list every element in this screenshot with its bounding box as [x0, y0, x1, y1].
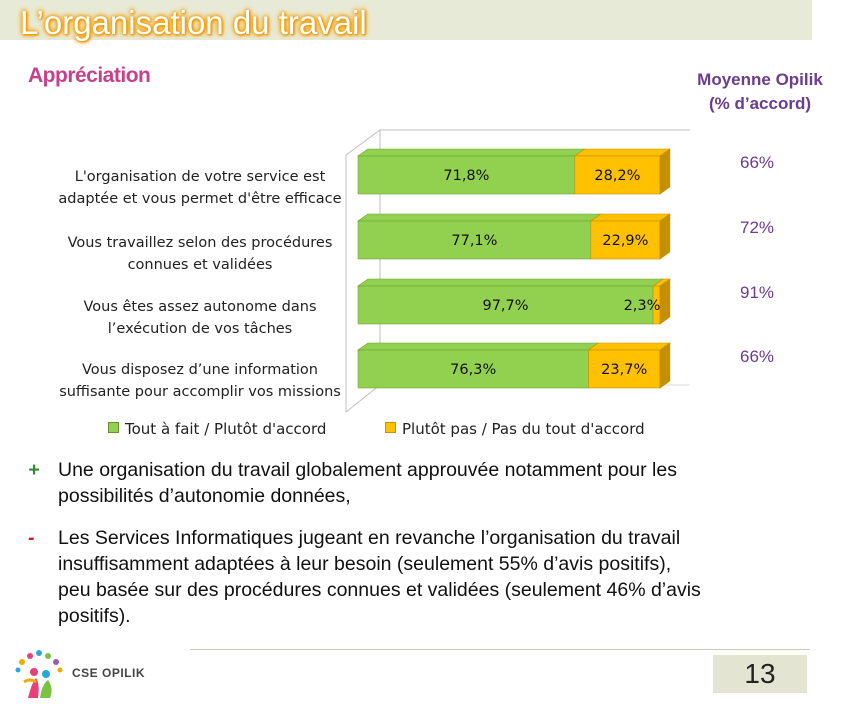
stacked-bar-chart: 71,8% 28,2% 77,1% 22,9% 97,7% 2,3% 76,3% 23,7%: [345, 129, 690, 413]
moyenne-header-line2: (% d’accord): [708, 94, 812, 113]
moyenne-header: Moyenne Opilik (% d’accord): [680, 68, 840, 116]
page-number: 13: [713, 655, 807, 693]
bar-segment: [574, 155, 661, 195]
category-label-line: L'organisation de votre service est: [74, 169, 326, 185]
category-label: Vous êtes assez autonome dans l’exécutio…: [55, 296, 345, 340]
category-label: Vous disposez d’une information suffisan…: [55, 359, 345, 403]
chart-side-wall: [345, 384, 381, 413]
bullet-text: Les Services Informatiques jugeant en re…: [58, 525, 858, 629]
bar-top-face: [587, 342, 671, 351]
moyenne-value: 91%: [739, 283, 775, 302]
logo-figure-icon: [15, 650, 63, 698]
bullet-line: positifs).: [58, 605, 131, 627]
legend-label: Plutôt pas / Pas du tout d'accord: [402, 420, 645, 438]
bar-side-face: [659, 342, 671, 389]
moyenne-value: 66%: [739, 153, 775, 172]
data-label: 77,1%: [451, 233, 497, 249]
title-band: [0, 0, 812, 40]
footer-divider: [190, 649, 810, 650]
category-label-line: Vous disposez d’une information: [82, 362, 318, 378]
category-label-line: connues et validées: [127, 257, 273, 273]
data-label: 97,7%: [482, 298, 528, 314]
bar-segment: [357, 220, 592, 260]
category-label-line: adaptée et vous permet d'être efficace: [58, 191, 342, 207]
bar-top-face: [573, 148, 671, 157]
bar-top-face: [357, 148, 586, 157]
cse-opilik-logo: CSE OPILIK: [10, 648, 170, 703]
data-label: 76,3%: [450, 362, 496, 378]
bullet-line: peu basée sur des procédures connues et …: [58, 579, 701, 601]
minus-icon: -: [28, 527, 35, 549]
legend-item: Tout à fait / Plutôt d'accord: [108, 420, 326, 438]
moyenne-value: 66%: [739, 347, 775, 366]
category-label-line: suffisante pour accomplir vos missions: [59, 384, 341, 400]
logo-text: CSE OPILIK: [72, 666, 146, 680]
bar-side-face: [659, 278, 671, 325]
data-label: 2,3%: [624, 298, 661, 314]
moyenne-header-line1: Moyenne Opilik: [697, 70, 823, 89]
bullet-line: Les Services Informatiques jugeant en re…: [58, 527, 681, 549]
category-label-line: Vous travaillez selon des procédures: [67, 235, 333, 251]
bar-side-face: [659, 213, 671, 260]
data-label: 22,9%: [602, 233, 648, 249]
bar-segment: [357, 155, 576, 195]
bullet-line: Une organisation du travail globalement …: [58, 459, 677, 481]
bar-top-face: [357, 278, 664, 287]
category-label-line: Vous êtes assez autonome dans: [83, 299, 317, 315]
bullet-text: Une organisation du travail globalement …: [58, 457, 858, 509]
page-title: L’organisation du travail: [20, 4, 367, 41]
category-label: Vous travaillez selon des procédures con…: [55, 232, 345, 276]
plus-icon: +: [28, 459, 40, 481]
category-label: L'organisation de votre service est adap…: [55, 166, 345, 210]
bar-side-face: [659, 148, 671, 195]
data-label: 71,8%: [443, 168, 489, 184]
bar-top-face: [357, 213, 602, 222]
data-label: 23,7%: [601, 362, 647, 378]
legend-swatch-yellow: [385, 422, 396, 433]
data-label: 28,2%: [594, 168, 640, 184]
bar-top-face: [357, 342, 600, 351]
bar-segment: [357, 285, 654, 325]
bar-top-face: [589, 213, 671, 222]
bar-segment: [357, 349, 589, 389]
legend-label: Tout à fait / Plutôt d'accord: [125, 420, 327, 438]
legend-swatch-green: [108, 422, 119, 433]
section-subtitle: Appréciation: [28, 64, 151, 87]
bullet-line: insuffisamment adaptées à leur besoin (s…: [58, 553, 672, 575]
bullet-line: possibilités d’autonomie données,: [58, 485, 351, 507]
category-label-line: l’exécution de vos tâches: [107, 321, 293, 337]
legend-item: Plutôt pas / Pas du tout d'accord: [385, 420, 645, 438]
moyenne-value: 72%: [739, 218, 775, 237]
bar-segment: [590, 220, 661, 260]
